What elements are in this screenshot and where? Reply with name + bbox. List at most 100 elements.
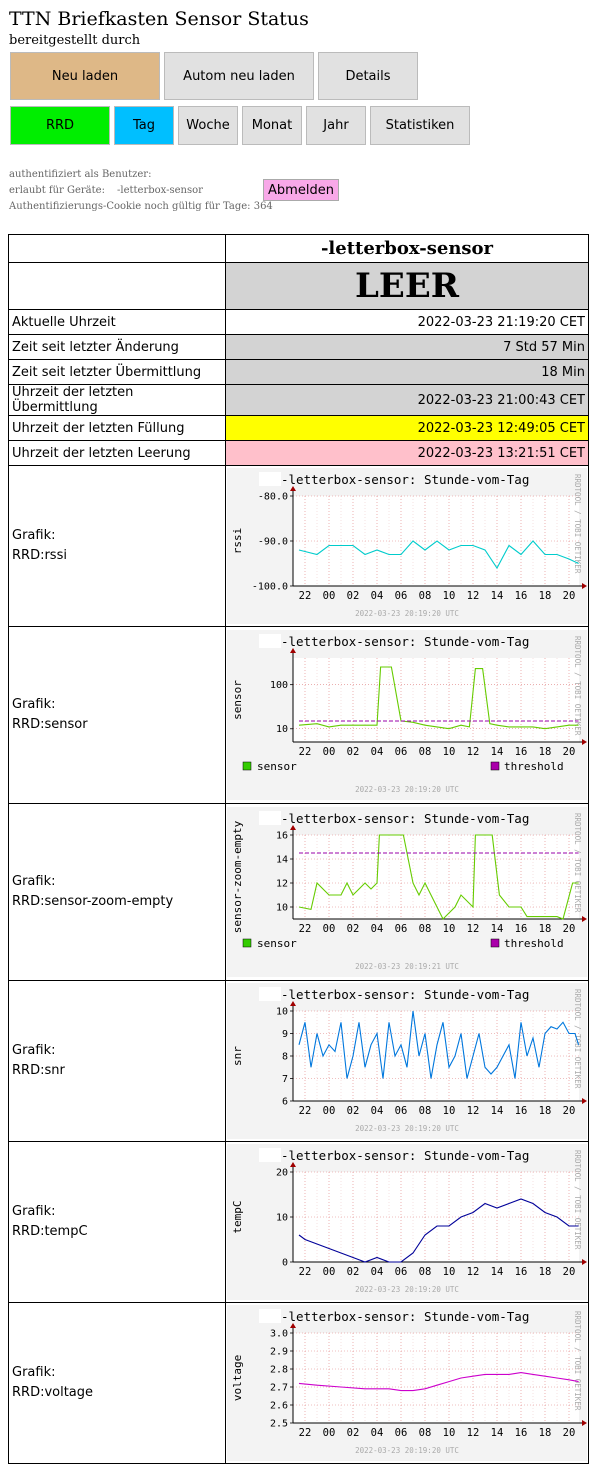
side-watermark: RRDTOOL / TOBI OETIKER	[573, 1150, 582, 1250]
state-row: LEER	[8, 262, 589, 310]
graph-label-line1: Grafik:	[12, 874, 56, 889]
graph-label-line2: RRD:snr	[12, 1063, 65, 1078]
auth-devices-value: -letterbox-sensor	[117, 185, 203, 196]
details-button[interactable]: Details	[318, 52, 418, 100]
y-tick-label: 2.9	[270, 1347, 288, 1358]
x-tick-label: 00	[323, 1427, 336, 1439]
x-tick-label: 22	[299, 746, 312, 758]
status-label: Uhrzeit der letzten Füllung	[8, 415, 226, 441]
reload-button[interactable]: Neu laden	[10, 52, 160, 100]
graph-label-line1: Grafik:	[12, 1043, 56, 1058]
status-table: -letterbox-sensor LEER Aktuelle Uhrzeit …	[8, 234, 589, 1464]
x-tick-label: 12	[467, 1105, 480, 1117]
plot-area	[293, 496, 579, 586]
graph-label-line2: RRD:tempC	[12, 1224, 88, 1239]
x-tick-label: 06	[395, 1105, 408, 1117]
graph-row: Grafik: RRD:sensor-zoom-empty -letterbox-…	[8, 803, 589, 981]
page-title: TTN Briefkasten Sensor Status	[9, 8, 309, 30]
y-tick-label: -100.0	[252, 582, 288, 593]
plot-area	[293, 835, 579, 919]
y-tick-label: 0	[282, 1258, 288, 1269]
x-tick-label: 20	[563, 1105, 576, 1117]
status-label: Zeit seit letzter Änderung	[8, 334, 226, 360]
tempc-chart: -letterbox-sensor: Stunde-vom-Tag 20 10 0 te…	[227, 1144, 587, 1300]
x-tick-label: 06	[395, 1266, 408, 1278]
graph-label-line1: Grafik:	[12, 1204, 56, 1219]
legend-label: threshold	[504, 937, 564, 950]
device-name: -letterbox-sensor	[225, 234, 589, 263]
y-tick-label: 2.5	[270, 1419, 288, 1430]
graph-label: Grafik: RRD:rssi	[8, 465, 226, 627]
x-tick-label: 16	[515, 923, 528, 935]
status-value: 2022-03-23 12:49:05 CET	[225, 415, 589, 441]
y-tick-label: 10	[276, 1007, 288, 1018]
status-row: Aktuelle Uhrzeit 2022-03-23 21:19:20 CET	[8, 309, 589, 335]
x-axis-arrow	[582, 1259, 587, 1265]
x-tick-label: 12	[467, 1266, 480, 1278]
x-tick-label: 20	[563, 746, 576, 758]
tab-day[interactable]: Tag	[114, 106, 174, 145]
x-tick-label: 20	[563, 1266, 576, 1278]
tab-month[interactable]: Monat	[242, 106, 302, 145]
x-tick-label: 14	[491, 746, 504, 758]
x-tick-label: 04	[371, 1266, 384, 1278]
graph-label-line1: Grafik:	[12, 697, 56, 712]
x-tick-label: 00	[323, 923, 336, 935]
x-tick-label: 10	[443, 1105, 456, 1117]
graph-label-line2: RRD:voltage	[12, 1385, 94, 1400]
chart-title: -letterbox-sensor: Stunde-vom-Tag	[281, 811, 529, 826]
rrd-button[interactable]: RRD	[10, 106, 110, 145]
x-tick-label: 08	[419, 590, 432, 602]
y-axis-label: snr	[231, 1046, 244, 1066]
graph-label-line2: RRD:rssi	[12, 548, 67, 563]
title-box	[259, 472, 281, 486]
plot-area	[293, 1333, 579, 1423]
chart-timestamp: 2022-03-23 20:19:20 UTC	[355, 785, 459, 794]
x-tick-label: 10	[443, 590, 456, 602]
x-axis-arrow	[582, 583, 587, 589]
auto-reload-button[interactable]: Autom neu laden	[164, 52, 314, 100]
graph-row: Grafik: RRD:tempC -letterbox-sensor: Stun…	[8, 1141, 589, 1303]
y-tick-label: 6	[282, 1097, 288, 1108]
legend-swatch	[242, 761, 252, 771]
y-tick-label: 100	[270, 680, 288, 691]
status-label: Uhrzeit der letzten Leerung	[8, 440, 226, 466]
chart-title: -letterbox-sensor: Stunde-vom-Tag	[281, 1148, 529, 1163]
y-axis-arrow	[290, 1323, 296, 1328]
legend-swatch	[490, 938, 500, 948]
y-axis-label: sensor	[231, 680, 244, 720]
plot-area	[293, 658, 579, 742]
y-tick-label: 2.6	[270, 1401, 288, 1412]
graph-row: Grafik: RRD:snr -letterbox-sensor: Stunde…	[8, 980, 589, 1142]
x-tick-label: 10	[443, 1266, 456, 1278]
series-line	[298, 540, 579, 570]
side-watermark: RRDTOOL / TOBI OETIKER	[573, 636, 582, 736]
legend-swatch	[242, 938, 252, 948]
graph-label: Grafik: RRD:tempC	[8, 1141, 226, 1303]
x-tick-label: 06	[395, 746, 408, 758]
status-value: 18 Min	[225, 359, 589, 385]
y-axis-label: voltage	[231, 1355, 244, 1401]
x-tick-label: 08	[419, 1105, 432, 1117]
logout-button[interactable]: Abmelden	[263, 179, 339, 201]
x-axis-arrow	[582, 1420, 587, 1426]
tab-week[interactable]: Woche	[178, 106, 238, 145]
graph-label: Grafik: RRD:snr	[8, 980, 226, 1142]
status-value: 2022-03-23 21:19:20 CET	[225, 309, 589, 335]
x-tick-label: 16	[515, 1266, 528, 1278]
chart-title: -letterbox-sensor: Stunde-vom-Tag	[281, 634, 529, 649]
status-label: Zeit seit letzter Übermittlung	[8, 359, 226, 385]
x-tick-label: 02	[347, 746, 360, 758]
x-tick-label: 00	[323, 1266, 336, 1278]
status-value: 7 Std 57 Min	[225, 334, 589, 360]
x-tick-label: 16	[515, 1105, 528, 1117]
status-row: Uhrzeit der letzten Füllung 2022-03-23 1…	[8, 415, 589, 441]
statistics-button[interactable]: Statistiken	[370, 106, 470, 145]
y-tick-label: 20	[276, 1168, 288, 1179]
y-tick-label: 10	[276, 903, 288, 914]
y-tick-label: 9	[282, 1029, 288, 1040]
x-tick-label: 02	[347, 1105, 360, 1117]
voltage-chart: -letterbox-sensor: Stunde-vom-Tag 3.0 2.9 2…	[227, 1305, 587, 1461]
tab-year[interactable]: Jahr	[306, 106, 366, 145]
x-tick-label: 12	[467, 746, 480, 758]
